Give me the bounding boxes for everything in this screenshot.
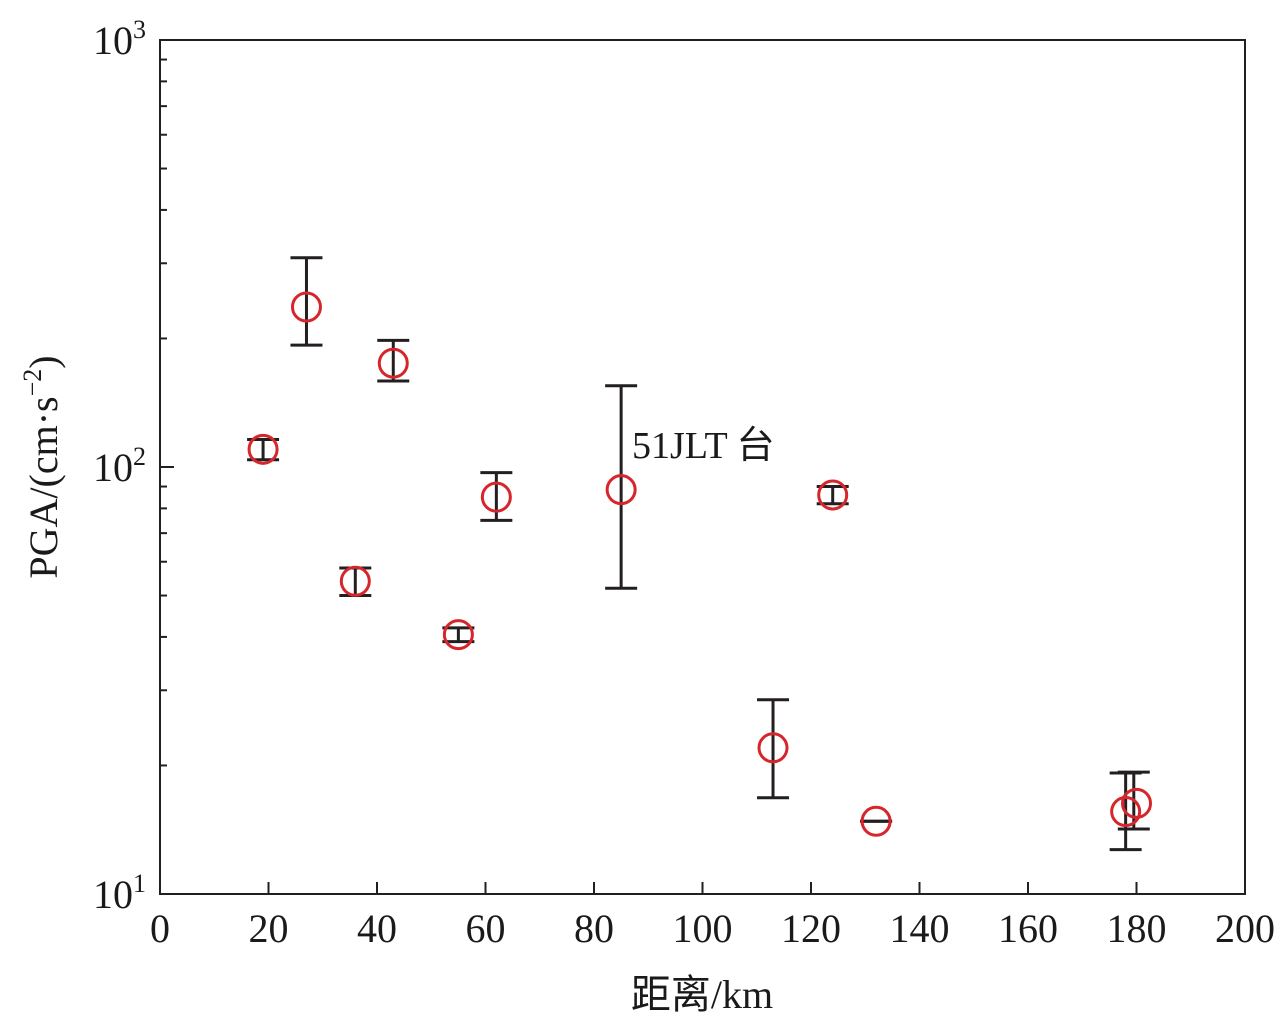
data-point-marker — [1121, 787, 1152, 819]
y-tick-label: 101 — [93, 869, 146, 917]
error-bar — [757, 698, 790, 800]
x-tick-label: 60 — [466, 906, 506, 951]
plot-frame — [159, 39, 1246, 895]
x-tick-label: 200 — [1215, 906, 1275, 951]
data-point-marker — [377, 347, 409, 379]
y-axis-label: PGA/(cm·s−2) — [18, 355, 66, 578]
y-axis-label-unit-exponent: −2 — [18, 369, 47, 397]
data-point-marker — [247, 433, 279, 465]
error-bars — [247, 256, 1150, 852]
x-tick-label: 140 — [890, 906, 950, 951]
x-tick-label: 80 — [574, 906, 614, 951]
x-tick-label: 40 — [357, 906, 397, 951]
x-tick-label: 100 — [673, 906, 733, 951]
x-tick-label: 180 — [1107, 906, 1167, 951]
y-tick-label: 103 — [93, 15, 146, 63]
y-axis-ticks: 101 102 103 — [93, 15, 174, 917]
y-axis-label-quantity: PGA/ — [21, 487, 66, 579]
x-tick-label: 120 — [781, 906, 841, 951]
error-bar — [605, 384, 638, 590]
data-point-marker — [817, 479, 849, 511]
error-bar — [480, 471, 513, 522]
annotations: 51JLT 台 — [632, 425, 775, 467]
station-annotation: 51JLT 台 — [632, 425, 775, 467]
y-tick-label: 102 — [93, 442, 146, 490]
error-bar — [290, 256, 323, 347]
x-tick-label: 0 — [150, 906, 170, 951]
error-bar — [377, 338, 410, 383]
data-point-marker — [339, 565, 371, 597]
error-bar — [442, 626, 475, 644]
data-point-marker — [757, 732, 789, 764]
data-point-marker — [1110, 796, 1142, 828]
x-axis-label: 距离/km — [631, 972, 773, 1017]
data-point-marker — [860, 805, 892, 837]
data-points — [247, 291, 1152, 837]
data-point-marker — [480, 481, 512, 513]
x-tick-label: 160 — [998, 906, 1058, 951]
data-point-marker — [442, 619, 474, 651]
data-point-marker — [605, 474, 637, 506]
x-tick-label: 20 — [249, 906, 289, 951]
x-axis-ticks: 0 20 40 60 80 100 120 140 160 180 200 — [150, 882, 1275, 951]
y-axis-label-unit: (cm·s — [21, 396, 66, 487]
data-point-marker — [290, 291, 322, 323]
y-axis-label-close: ) — [21, 355, 66, 368]
